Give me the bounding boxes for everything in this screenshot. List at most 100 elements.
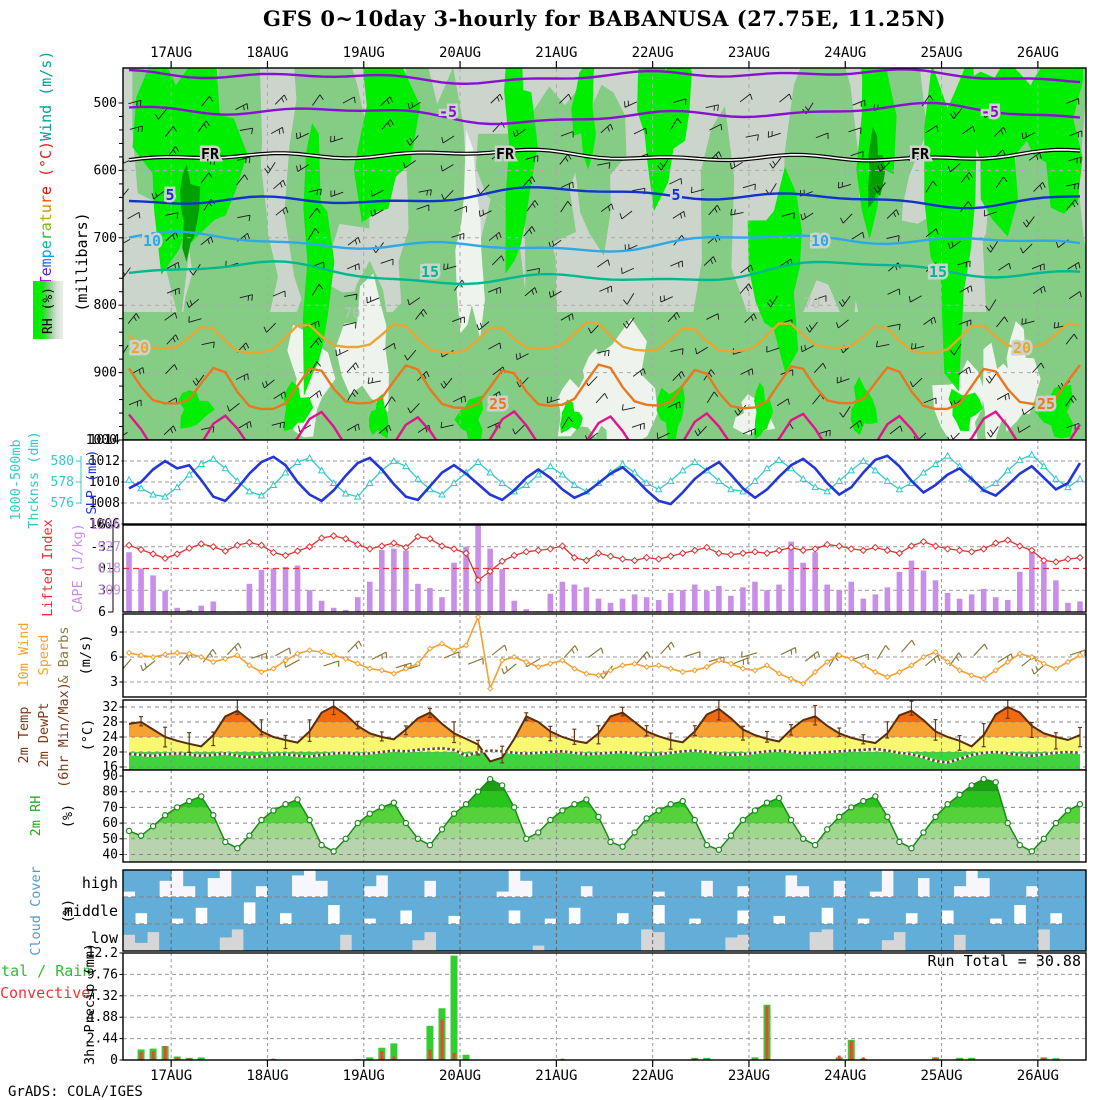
svg-text:900: 900 xyxy=(94,366,117,381)
svg-text:15: 15 xyxy=(929,263,947,281)
svg-text:20: 20 xyxy=(102,745,118,760)
precip-border xyxy=(122,952,1087,1061)
date-label-top: 19AUG xyxy=(343,45,385,61)
wind10m-units-label: (m/s) xyxy=(78,634,94,676)
svg-text:-5: -5 xyxy=(439,103,457,121)
svg-text:25: 25 xyxy=(489,395,507,413)
wind-axis-label: Wind (m/s) xyxy=(37,50,55,141)
t2m-units-label: (°C) xyxy=(80,718,96,752)
svg-text:FR: FR xyxy=(201,145,220,163)
svg-text:500: 500 xyxy=(94,96,117,111)
svg-text:70: 70 xyxy=(804,296,821,312)
cloud-row-high: high xyxy=(81,874,118,892)
svg-text:1006: 1006 xyxy=(89,517,120,532)
wind10m-label-1: 10m Wind xyxy=(16,622,32,688)
svg-text:1000: 1000 xyxy=(86,433,117,448)
svg-text:580: 580 xyxy=(51,454,74,469)
date-label-top: 26AUG xyxy=(1017,45,1059,61)
slp-label: SLP (mb) xyxy=(84,449,100,515)
svg-text:12.2: 12.2 xyxy=(87,946,118,961)
svg-text:9: 9 xyxy=(110,625,118,640)
chart-title: GFS 0~10day 3-hourly for BABANUSA (27.75… xyxy=(263,6,946,31)
grads-credit: GrADS: COLA/IGES xyxy=(8,1084,143,1100)
date-label-bottom: 21AUG xyxy=(535,1068,577,1084)
svg-text:5: 5 xyxy=(165,186,174,204)
svg-text:2.44: 2.44 xyxy=(87,1032,118,1047)
date-label-bottom: 17AUG xyxy=(150,1068,192,1084)
svg-text:309: 309 xyxy=(98,583,121,598)
svg-text:1014: 1014 xyxy=(89,433,120,448)
date-label-top: 20AUG xyxy=(439,45,481,61)
svg-text:16: 16 xyxy=(102,760,118,775)
degc-label: (°C) xyxy=(37,140,55,187)
svg-text:80: 80 xyxy=(102,785,118,800)
upper-air-panel: -5 -5 FR FR FR 5 5 10 10 15 15 20 20 25 25 70 70 xyxy=(123,68,1086,440)
date-label-bottom: 25AUG xyxy=(920,1068,962,1084)
barbs-label: & Barbs xyxy=(56,626,72,684)
minmax-label: (6hr Min/Max) xyxy=(56,682,72,788)
rh2m-units-label: (%) xyxy=(60,803,76,829)
svg-text:1236: 1236 xyxy=(90,518,121,533)
rh2m-border xyxy=(122,769,1087,863)
date-label-top: 23AUG xyxy=(728,45,770,61)
date-label-bottom: 22AUG xyxy=(632,1068,674,1084)
millibars-label: (millibars) xyxy=(73,212,91,312)
svg-text:50: 50 xyxy=(102,832,118,847)
svg-text:20: 20 xyxy=(131,339,149,357)
svg-text:-5: -5 xyxy=(981,103,999,121)
svg-text:0: 0 xyxy=(110,1053,118,1068)
thickness-label-2: Thcknss (dm) xyxy=(26,431,42,529)
svg-text:6: 6 xyxy=(98,605,106,620)
slp-thickness-panel xyxy=(123,440,1086,524)
wind10m-panel xyxy=(123,614,1086,697)
date-label-top: 17AUG xyxy=(150,45,192,61)
cape-border xyxy=(122,524,1087,613)
svg-text:32: 32 xyxy=(102,700,118,715)
temperature-label: Temperature xyxy=(37,186,55,285)
precip-total-label: Total / Rain xyxy=(0,962,92,980)
svg-text:1012: 1012 xyxy=(89,454,120,469)
rh2m-label: 2m RH xyxy=(28,795,44,837)
svg-text:578: 578 xyxy=(51,475,74,490)
svg-text:28: 28 xyxy=(102,715,118,730)
svg-text:10: 10 xyxy=(811,232,829,250)
svg-text:25: 25 xyxy=(1037,395,1055,413)
svg-text:10: 10 xyxy=(143,232,161,250)
lifted-index-label: Lifted Index xyxy=(40,519,56,617)
rh-legend-label: RH (%) xyxy=(40,286,56,334)
svg-text:700: 700 xyxy=(94,231,117,246)
date-label-top: 21AUG xyxy=(535,45,577,61)
svg-text:3: 3 xyxy=(110,675,118,690)
svg-text:-3: -3 xyxy=(90,540,106,555)
svg-text:927: 927 xyxy=(98,540,121,555)
cloud-border xyxy=(122,869,1087,952)
svg-text:7.32: 7.32 xyxy=(87,989,118,1004)
svg-text:1008: 1008 xyxy=(89,496,120,511)
date-label-bottom: 24AUG xyxy=(824,1068,866,1084)
date-label-bottom: 19AUG xyxy=(343,1068,385,1084)
thickness-label-1: 1000-500mb xyxy=(8,439,24,521)
svg-text:70: 70 xyxy=(102,800,118,815)
date-label-bottom: 18AUG xyxy=(246,1068,288,1084)
svg-text:576: 576 xyxy=(51,496,74,511)
svg-text:40: 40 xyxy=(102,848,118,863)
date-label-bottom: 20AUG xyxy=(439,1068,481,1084)
svg-text:9.76: 9.76 xyxy=(87,967,118,982)
date-label-top: 25AUG xyxy=(920,45,962,61)
wind10m-border xyxy=(122,613,1087,698)
date-label-top: 18AUG xyxy=(246,45,288,61)
precip-panel xyxy=(123,953,1086,1060)
cloud-panel xyxy=(123,870,1086,951)
cape-label: CAPE (J/kg) xyxy=(70,523,86,613)
svg-text:618: 618 xyxy=(98,562,121,577)
t2m-panel xyxy=(123,700,1086,770)
cloud-row-low: low xyxy=(90,929,118,947)
rh-legend-colorbar: RH (%) xyxy=(33,281,63,339)
svg-text:15: 15 xyxy=(421,263,439,281)
p1-axis-label: Temperature (°C)Wind (m/s) xyxy=(37,51,55,286)
svg-text:800: 800 xyxy=(94,298,117,313)
wind10m-label-2: Speed xyxy=(36,634,52,676)
date-label-top: 22AUG xyxy=(632,45,674,61)
